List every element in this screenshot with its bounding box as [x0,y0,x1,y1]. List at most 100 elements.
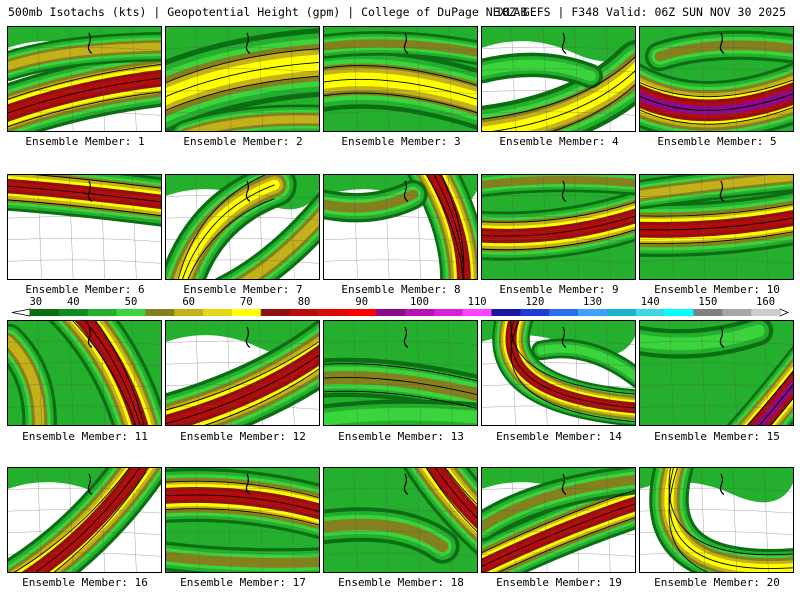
colorbar-right-arrow [779,308,789,317]
boundary-line [8,405,161,410]
panel-label-12: Ensemble Member: 12 [180,430,306,443]
boundary-line [8,216,161,221]
header-valid-time: 18Z GEFS | F348 Valid: 06Z SUN NOV 30 20… [495,5,786,19]
colorbar-swatch [145,309,175,316]
isotach-map [640,321,793,425]
state-boundaries [640,321,793,425]
contour-line [34,175,161,189]
contour-line [14,468,130,572]
isotach-map [166,468,319,572]
colorbar-swatch [664,309,694,316]
boundary-line [100,321,105,425]
boundary-line [8,111,161,116]
lake-outline [245,326,251,348]
boundary-line [732,468,737,572]
boundary-line [8,259,161,264]
boundary-line [640,46,793,51]
contour-line [8,91,161,128]
contour-line [166,508,319,526]
contour-line [482,489,635,554]
boundary-line [482,405,635,410]
boundary-line [8,362,161,367]
boundary-line [166,46,319,51]
boundary-line [166,216,319,221]
panel-label-14: Ensemble Member: 14 [496,430,622,443]
panel-label-16: Ensemble Member: 16 [22,576,148,589]
panel-label-1: Ensemble Member: 1 [25,135,145,148]
boundary-line [100,468,105,572]
boundary-line [8,552,161,557]
colorbar-swatch [116,309,146,316]
colorbar-swatch [231,309,262,316]
colorbar-tick-label: 70 [240,296,253,308]
lake-outline [87,180,93,202]
boundary-line [166,362,319,367]
height-contours [8,175,161,217]
height-contours [166,48,319,111]
lake-outline [561,326,567,348]
boundary-line [258,321,263,425]
colorbar: 30405060708090100110120130140150160170 [10,296,790,320]
boundary-line [166,237,319,242]
boundary-line [511,175,516,279]
boundary-line [482,487,635,492]
contour-line [668,468,793,556]
state-boundaries [640,27,793,131]
boundary-line [482,509,635,514]
colorbar-left-arrow [11,308,31,317]
map-panel-12 [165,320,320,426]
contour-line [324,65,477,86]
boundary-line [482,89,635,94]
colorbar-swatch [462,309,492,316]
panel-label-10: Ensemble Member: 10 [654,283,780,296]
boundary-line [606,321,611,425]
boundary-line [353,175,358,279]
map-panel-20 [639,467,794,573]
boundary-line [574,468,579,572]
boundary-line [324,340,477,345]
height-contours [166,340,319,425]
isotach-map [640,175,793,279]
boundary-line [384,468,390,572]
colorbar-swatch [87,309,117,316]
map-panel-1 [7,26,162,132]
boundary-line [482,216,635,221]
boundary-line [482,259,635,264]
colorbar-tick-label: 100 [409,296,429,308]
height-contours [668,468,793,572]
boundary-line [669,27,674,131]
colorbar-swatch [174,309,204,316]
contour-line [640,231,793,245]
contour-line [640,79,793,97]
boundary-line [324,487,477,492]
map-panel-14 [481,320,636,426]
isotach-map [324,175,477,279]
boundary-line [166,340,319,345]
boundary-line [37,321,42,425]
colorbar-swatch [58,309,88,316]
lake-outline [719,32,725,54]
boundary-line [195,468,200,572]
boundary-line [542,468,548,572]
contour-line [425,175,464,279]
boundary-line [324,46,477,51]
boundary-line [324,405,477,410]
boundary-line [226,27,232,131]
boundary-line [290,321,295,425]
isotach-map [8,175,161,279]
boundary-line [258,27,263,131]
boundary-line [669,175,674,279]
boundary-line [384,321,390,425]
boundary-line [324,194,477,199]
state-boundaries [324,321,477,425]
contour-line [758,384,793,425]
panel-label-5: Ensemble Member: 5 [657,135,777,148]
boundary-line [226,468,232,572]
lake-outline [403,32,409,54]
height-contours [425,175,465,279]
header-title: 500mb Isotachs (kts) | Geopotential Heig… [8,5,528,19]
boundary-line [416,27,421,131]
isotach-map [482,27,635,131]
contour-line [640,217,793,231]
state-boundaries [8,27,161,131]
